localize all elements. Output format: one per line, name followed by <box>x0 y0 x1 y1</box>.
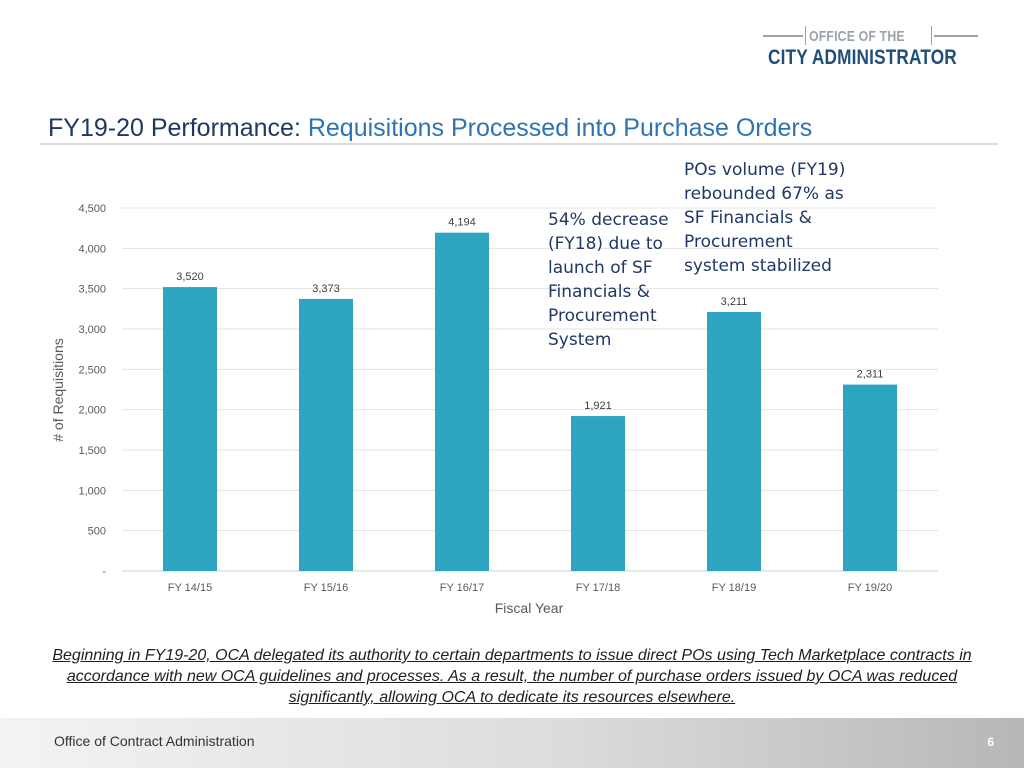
bar-value-label: 3,211 <box>721 296 748 308</box>
chart-x-axis-label: Fiscal Year <box>495 600 564 616</box>
x-tick-label: FY 16/17 <box>440 582 484 594</box>
page-number: 6 <box>987 735 994 749</box>
chart-value-labels: 3,520 3,373 4,194 1,921 3,211 2,311 <box>176 217 883 412</box>
y-tick-label: - <box>102 566 106 578</box>
y-tick-label: 3,000 <box>78 324 106 336</box>
logo-line2: CITY ADMINISTRATOR <box>768 46 957 69</box>
y-tick-label: 2,000 <box>78 405 106 417</box>
y-tick-label: 4,000 <box>78 243 106 255</box>
requisitions-bar-chart: - 500 1,000 1,500 2,000 2,500 3,000 3,500 4,000 4… <box>50 203 938 616</box>
slide-title: FY19-20 Performance: Requisitions Proces… <box>48 114 812 143</box>
footer-org-name: Office of Contract Administration <box>54 733 255 749</box>
bar-value-label: 1,921 <box>584 400 612 412</box>
chart-bars <box>163 232 897 571</box>
logo-rule-left <box>763 35 803 37</box>
annotation-fy19-rebound: POs volume (FY19) rebounded 67% as SF Fi… <box>684 160 846 276</box>
slide-title-rest: Requisitions Processed into Purchase Ord… <box>300 114 813 142</box>
logo-separator-left <box>805 26 806 45</box>
bar <box>163 287 217 571</box>
x-tick-label: FY 15/16 <box>304 582 348 594</box>
chart-y-ticks: - 500 1,000 1,500 2,000 2,500 3,000 3,500 4,000 4… <box>78 203 106 578</box>
y-tick-label: 2,500 <box>78 364 106 376</box>
annotation-fy18-decrease: 54% decrease (FY18) due to launch of SF … <box>548 210 669 350</box>
bar-value-label: 3,520 <box>176 271 204 283</box>
bar <box>435 232 489 571</box>
slide-title-lead: FY19-20 Performance: <box>48 114 301 142</box>
bar <box>707 311 761 571</box>
bar-value-label: 3,373 <box>312 283 340 295</box>
y-tick-label: 3,500 <box>78 284 106 296</box>
bar <box>299 298 353 571</box>
chart-y-axis-label: # of Requisitions <box>50 338 66 442</box>
bar-value-label: 2,311 <box>857 369 884 381</box>
x-tick-label: FY 14/15 <box>168 582 212 594</box>
logo-rule-right <box>934 35 978 37</box>
x-tick-label: FY 17/18 <box>576 582 620 594</box>
y-tick-label: 500 <box>88 526 106 538</box>
y-tick-label: 4,500 <box>78 203 106 215</box>
bar <box>843 384 897 571</box>
footer-bar: Office of Contract Administration 6 <box>0 718 1024 768</box>
bar <box>571 416 625 571</box>
y-tick-label: 1,000 <box>78 485 106 497</box>
x-tick-label: FY 18/19 <box>712 582 756 594</box>
chart-gridlines <box>122 207 938 572</box>
y-tick-label: 1,500 <box>78 445 106 457</box>
slide-caption: Beginning in FY19-20, OCA delegated its … <box>52 647 972 706</box>
logo-separator-right <box>931 26 932 45</box>
chart-x-ticks: FY 14/15 FY 15/16 FY 16/17 FY 17/18 FY 18/19… <box>168 582 892 594</box>
logo-line1: OFFICE OF THE <box>809 28 905 45</box>
x-tick-label: FY 19/20 <box>848 582 892 594</box>
bar-value-label: 4,194 <box>448 217 476 229</box>
oca-logo: OFFICE OF THE CITY ADMINISTRATOR <box>763 25 978 75</box>
title-divider <box>40 143 998 145</box>
